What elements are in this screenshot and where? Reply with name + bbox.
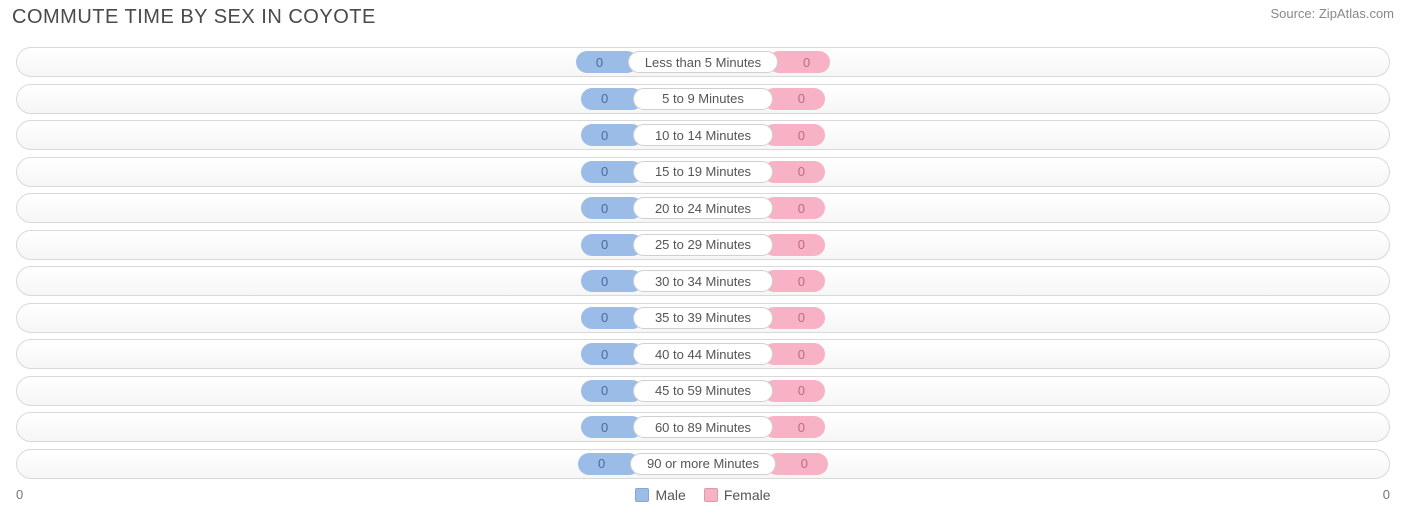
male-value: 0 [601,237,608,252]
bar-center-group: 0 60 to 89 Minutes 0 [581,416,825,438]
category-label: 35 to 39 Minutes [633,307,773,329]
female-value: 0 [798,420,805,435]
category-label: Less than 5 Minutes [628,51,778,73]
female-value: 0 [803,55,810,70]
category-label-text: 90 or more Minutes [647,456,759,471]
category-label: 15 to 19 Minutes [633,161,773,183]
chart-footer: 0 Male Female 0 [10,485,1396,509]
category-label: 90 or more Minutes [630,453,776,475]
legend-item-female: Female [704,487,771,503]
female-value: 0 [798,383,805,398]
female-value: 0 [798,310,805,325]
bar-center-group: 0 5 to 9 Minutes 0 [581,88,825,110]
axis-label-left: 0 [16,487,23,502]
bar-center-group: 0 45 to 59 Minutes 0 [581,380,825,402]
category-label: 20 to 24 Minutes [633,197,773,219]
female-value: 0 [798,164,805,179]
male-value: 0 [601,128,608,143]
female-value: 0 [798,274,805,289]
category-label-text: 20 to 24 Minutes [655,201,751,216]
chart-container: COMMUTE TIME BY SEX IN COYOTE Source: Zi… [0,0,1406,522]
female-value: 0 [798,91,805,106]
chart-title: COMMUTE TIME BY SEX IN COYOTE [12,6,376,29]
male-value: 0 [596,55,603,70]
bar-center-group: 0 25 to 29 Minutes 0 [581,234,825,256]
bar-row: 0 35 to 39 Minutes 0 [16,303,1390,333]
male-value: 0 [601,420,608,435]
category-label-text: 30 to 34 Minutes [655,274,751,289]
bar-center-group: 0 15 to 19 Minutes 0 [581,161,825,183]
female-value: 0 [801,456,808,471]
bar-row: 0 20 to 24 Minutes 0 [16,193,1390,223]
category-label-text: Less than 5 Minutes [645,55,761,70]
female-value: 0 [798,128,805,143]
legend-swatch-male [635,488,649,502]
bar-center-group: 0 30 to 34 Minutes 0 [581,270,825,292]
legend: Male Female [16,485,1390,503]
male-value: 0 [601,201,608,216]
bar-row: 0 45 to 59 Minutes 0 [16,376,1390,406]
male-value: 0 [598,456,605,471]
bar-row: 0 90 or more Minutes 0 [16,449,1390,479]
chart-source: Source: ZipAtlas.com [1270,6,1394,21]
male-value: 0 [601,91,608,106]
bar-row: 0 30 to 34 Minutes 0 [16,266,1390,296]
chart-header: COMMUTE TIME BY SEX IN COYOTE Source: Zi… [10,6,1396,29]
legend-label-female: Female [724,487,771,503]
category-label: 10 to 14 Minutes [633,124,773,146]
bar-row: 0 25 to 29 Minutes 0 [16,230,1390,260]
bar-row: 0 5 to 9 Minutes 0 [16,84,1390,114]
bar-row: 0 Less than 5 Minutes 0 [16,47,1390,77]
bar-center-group: 0 20 to 24 Minutes 0 [581,197,825,219]
bar-row: 0 15 to 19 Minutes 0 [16,157,1390,187]
category-label-text: 40 to 44 Minutes [655,347,751,362]
category-label-text: 5 to 9 Minutes [662,91,744,106]
axis-label-right: 0 [1383,487,1390,502]
male-value: 0 [601,310,608,325]
female-value: 0 [798,201,805,216]
category-label-text: 25 to 29 Minutes [655,237,751,252]
category-label: 25 to 29 Minutes [633,234,773,256]
chart-area: 0 Less than 5 Minutes 0 0 5 to 9 Minutes 0 0 10… [10,47,1396,479]
female-value: 0 [798,347,805,362]
bar-row: 0 10 to 14 Minutes 0 [16,120,1390,150]
bar-row: 0 60 to 89 Minutes 0 [16,412,1390,442]
male-value: 0 [601,347,608,362]
legend-item-male: Male [635,487,685,503]
bar-center-group: 0 90 or more Minutes 0 [578,453,828,475]
bar-center-group: 0 40 to 44 Minutes 0 [581,343,825,365]
male-value: 0 [601,274,608,289]
category-label: 30 to 34 Minutes [633,270,773,292]
category-label-text: 35 to 39 Minutes [655,310,751,325]
legend-swatch-female [704,488,718,502]
bar-center-group: 0 Less than 5 Minutes 0 [576,51,830,73]
male-value: 0 [601,383,608,398]
category-label-text: 60 to 89 Minutes [655,420,751,435]
category-label-text: 10 to 14 Minutes [655,128,751,143]
bar-row: 0 40 to 44 Minutes 0 [16,339,1390,369]
category-label: 60 to 89 Minutes [633,416,773,438]
category-label: 40 to 44 Minutes [633,343,773,365]
category-label-text: 45 to 59 Minutes [655,383,751,398]
bar-center-group: 0 10 to 14 Minutes 0 [581,124,825,146]
category-label-text: 15 to 19 Minutes [655,164,751,179]
male-value: 0 [601,164,608,179]
legend-label-male: Male [655,487,685,503]
category-label: 5 to 9 Minutes [633,88,773,110]
category-label: 45 to 59 Minutes [633,380,773,402]
bar-center-group: 0 35 to 39 Minutes 0 [581,307,825,329]
female-value: 0 [798,237,805,252]
